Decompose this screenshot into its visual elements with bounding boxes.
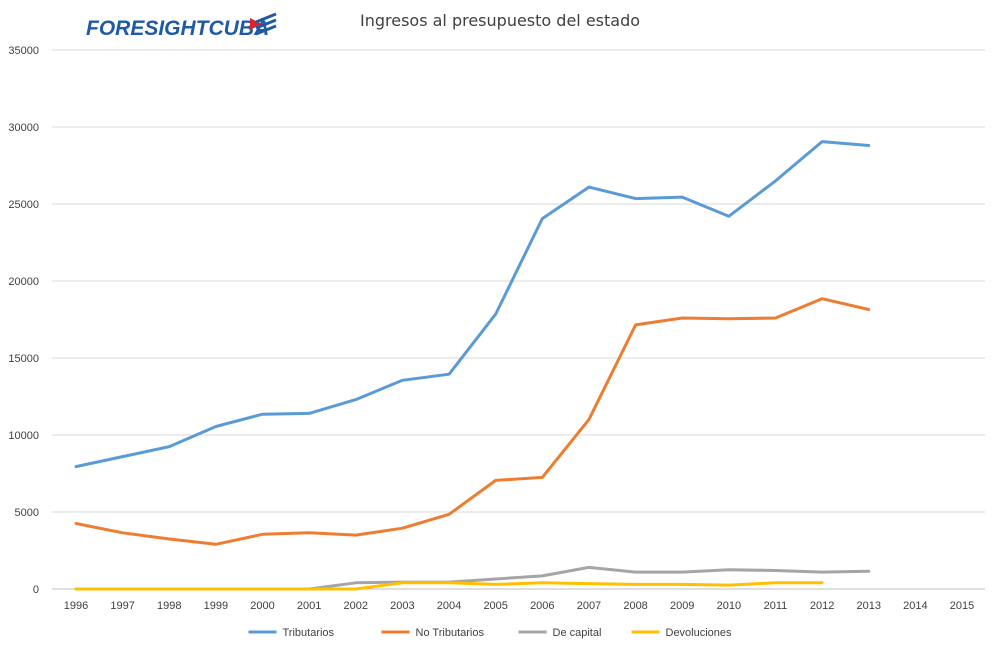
x-tick-label: 2001 xyxy=(297,600,321,612)
y-tick-label: 25000 xyxy=(8,199,39,211)
legend-label: Devoluciones xyxy=(666,627,733,639)
legend-item: Devoluciones xyxy=(631,627,733,639)
legend-item: De capital xyxy=(518,627,602,639)
x-axis-ticks: 1996 1997 1998 1999 2000 2001 2002 2003 2004 2005… xyxy=(64,600,974,612)
series-line-de-capital xyxy=(307,565,871,591)
x-tick-label: 2007 xyxy=(577,600,601,612)
y-tick-label: 20000 xyxy=(8,276,39,288)
x-tick-label: 2015 xyxy=(950,600,974,612)
y-tick-label: 10000 xyxy=(8,430,39,442)
x-tick-label: 2012 xyxy=(810,600,834,612)
legend-label: No Tributarios xyxy=(416,627,485,639)
series-lines xyxy=(74,140,871,591)
x-tick-label: 2005 xyxy=(483,600,507,612)
legend-item: No Tributarios xyxy=(381,627,485,639)
legend-label: De capital xyxy=(553,627,602,639)
logo-text: FORESIGHTCUBA xyxy=(86,17,269,40)
x-tick-label: 2008 xyxy=(623,600,647,612)
y-tick-label: 5000 xyxy=(15,507,39,519)
logo-flag-icon xyxy=(250,12,277,36)
x-tick-label: 1998 xyxy=(157,600,181,612)
legend-label: Tributarios xyxy=(283,627,335,639)
x-tick-label: 2000 xyxy=(250,600,274,612)
x-tick-label: 2011 xyxy=(764,600,788,612)
x-tick-label: 2002 xyxy=(344,600,368,612)
y-tick-label: 35000 xyxy=(8,45,39,57)
x-tick-label: 2010 xyxy=(717,600,741,612)
gridlines xyxy=(52,49,985,590)
x-tick-label: 2013 xyxy=(856,600,880,612)
x-tick-label: 2009 xyxy=(670,600,694,612)
legend: Tributarios No Tributarios De capital Devol… xyxy=(248,627,733,639)
foresightcuba-logo: FORESIGHTCUBA xyxy=(86,12,277,40)
series-line-no-tributarios xyxy=(74,297,871,546)
x-tick-label: 1999 xyxy=(204,600,228,612)
legend-item: Tributarios xyxy=(248,627,335,639)
y-tick-label: 15000 xyxy=(8,353,39,365)
series-line-tributarios xyxy=(74,140,871,469)
x-tick-label: 2004 xyxy=(437,600,461,612)
y-tick-label: 0 xyxy=(33,584,39,596)
series-line-devoluciones xyxy=(74,581,824,591)
y-tick-label: 30000 xyxy=(8,122,39,134)
x-tick-label: 1996 xyxy=(64,600,88,612)
x-tick-label: 1997 xyxy=(110,600,134,612)
x-tick-label: 2003 xyxy=(390,600,414,612)
x-tick-label: 2014 xyxy=(903,600,927,612)
y-axis-ticks: 0 5000 10000 15000 20000 25000 30000 35000 xyxy=(8,45,39,596)
chart-title: Ingresos al presupuesto del estado xyxy=(360,11,640,30)
x-tick-label: 2006 xyxy=(530,600,554,612)
